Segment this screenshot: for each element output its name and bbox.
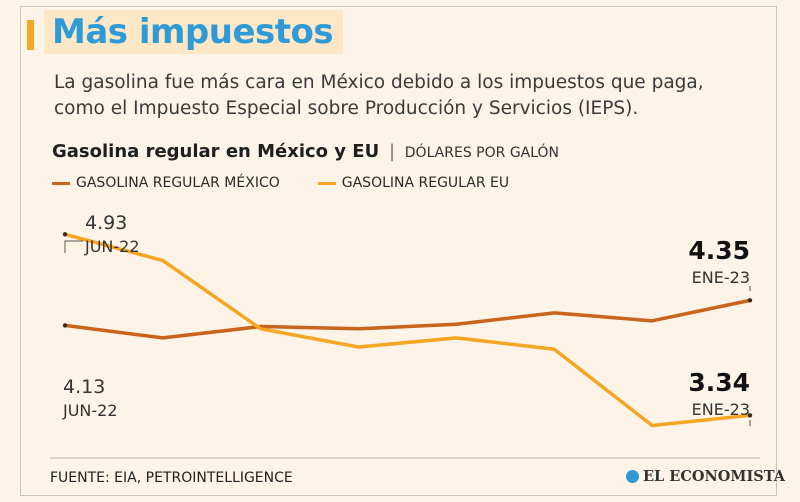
title-highlight: Más impuestos <box>44 10 344 54</box>
series-line-mexico <box>64 298 751 340</box>
series-layer <box>62 232 753 428</box>
brand-globe-icon <box>626 470 639 483</box>
page-subtitle: La gasolina fue más cara en México debid… <box>54 72 704 119</box>
legend-swatch-eu <box>317 181 336 185</box>
label-mexico-end-date: ENE-23 <box>692 268 750 287</box>
legend-swatch-mexico <box>52 181 70 185</box>
label-eu-end-date: ENE-23 <box>692 400 750 419</box>
label-mexico-start-value: 4.13 <box>63 376 105 398</box>
legend-label-eu: GASOLINA REGULAR EU <box>341 175 510 191</box>
label-eu-end-value: 3.34 <box>688 368 750 397</box>
data-point-mexico-jun-22 <box>62 323 68 328</box>
chart-heading-separator: | <box>388 141 396 162</box>
label-mexico-start-date: JUN-22 <box>62 401 118 420</box>
label-mexico-end-value: 4.35 <box>688 236 750 265</box>
leader-eu-start <box>64 240 83 253</box>
title-accent-bar <box>27 20 34 50</box>
label-eu-start-date: JUN-22 <box>84 237 140 256</box>
figure-frame <box>20 6 777 496</box>
chart-heading: Gasolina regular en México y EU | DÓLARE… <box>52 141 559 162</box>
legend-item-mexico: GASOLINA REGULAR MÉXICO <box>52 175 280 191</box>
data-point-eu-ene-23 <box>747 413 753 418</box>
legend-label-mexico: GASOLINA REGULAR MÉXICO <box>76 175 280 191</box>
brand-name: EL ECONOMISTA <box>643 468 785 485</box>
series-line-eu <box>64 232 751 428</box>
chart-title: Gasolina regular en México y EU <box>52 141 380 162</box>
brand-logo: EL ECONOMISTA <box>626 468 785 485</box>
chart-unit: DÓLARES POR GALÓN <box>404 145 560 161</box>
source-note: FUENTE: EIA, PETROINTELLIGENCE <box>50 470 293 486</box>
page-title: Más impuestos <box>52 12 334 52</box>
data-point-eu-jun-22 <box>62 232 68 237</box>
label-eu-start-value: 4.93 <box>85 212 127 234</box>
chart-legend: GASOLINA REGULAR MÉXICO GASOLINA REGULAR… <box>52 175 547 191</box>
data-labels-layer: 4.93 JUN-22 4.13 JUN-22 4.35 ENE-23 3.34 ENE-23 <box>62 212 751 426</box>
data-point-mexico-ene-23 <box>747 298 753 303</box>
legend-item-eu: GASOLINA REGULAR EU <box>317 175 510 191</box>
